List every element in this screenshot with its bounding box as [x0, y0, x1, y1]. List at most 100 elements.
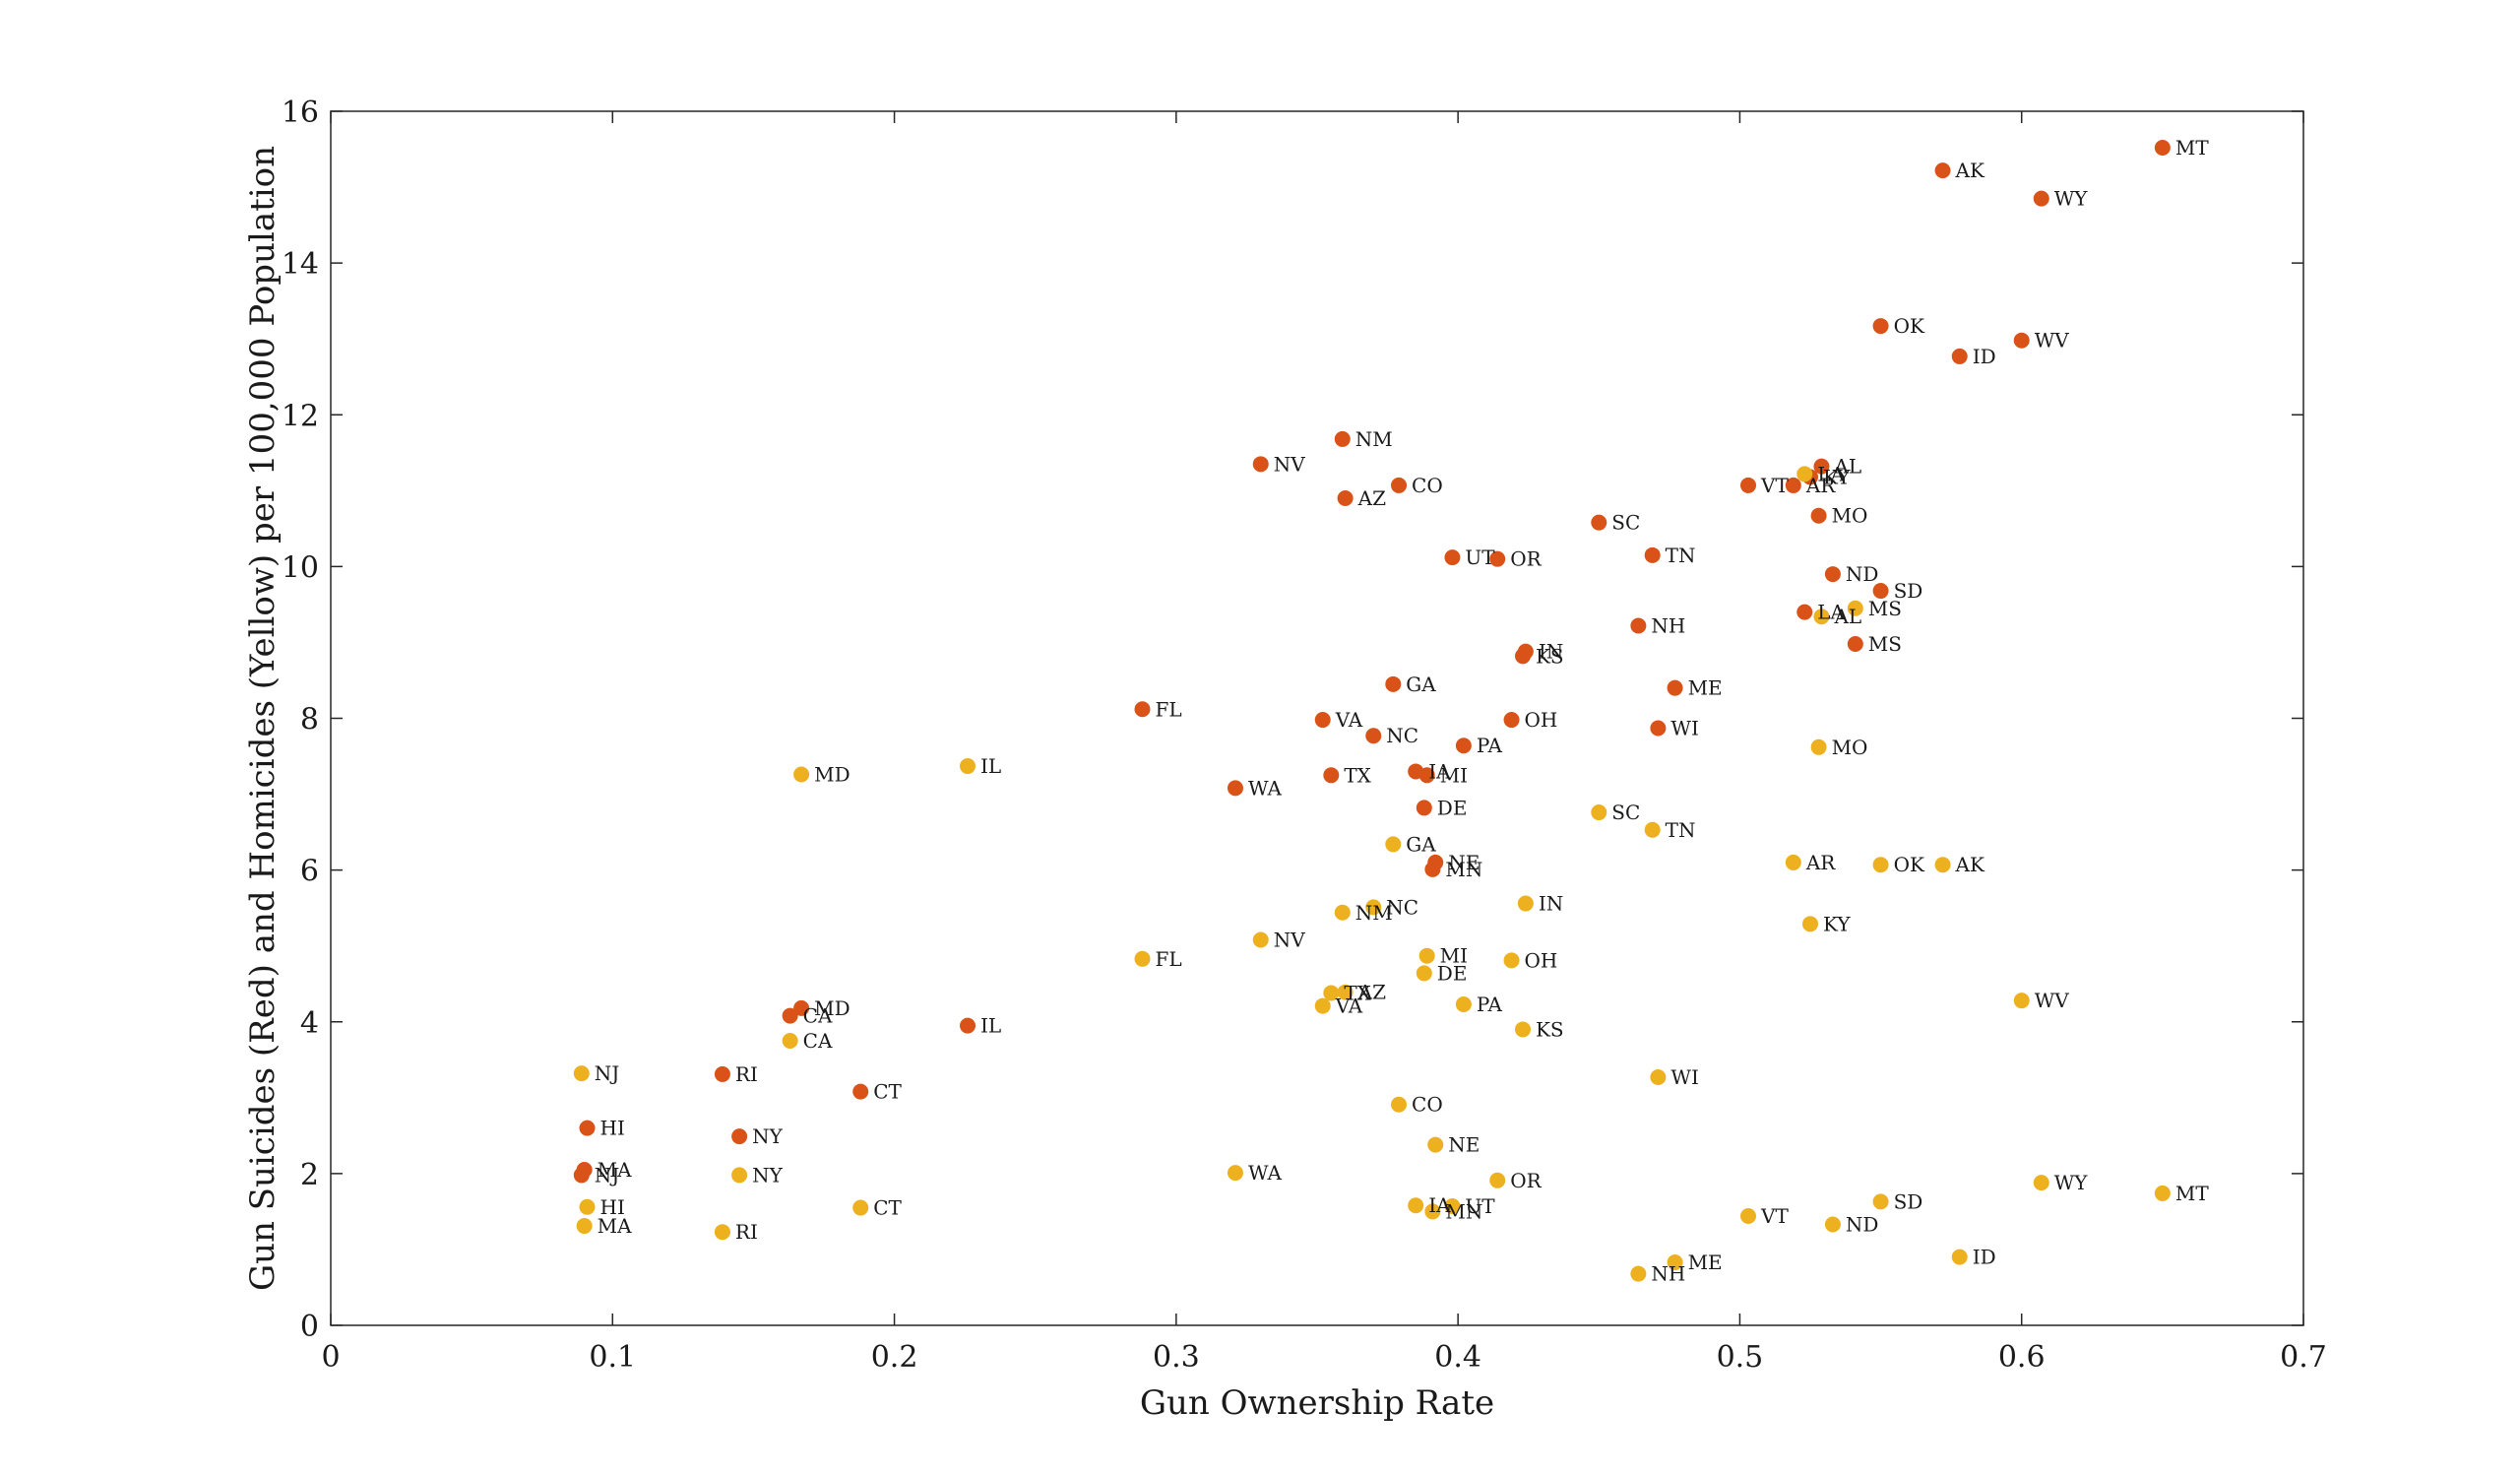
- data-point: [1385, 675, 1402, 692]
- y-tick-label: 14: [282, 247, 319, 282]
- data-label: KS: [1536, 1017, 1564, 1041]
- data-label: WA: [1248, 776, 1283, 800]
- data-point: [2033, 190, 2049, 207]
- data-label: SD: [1894, 579, 1923, 603]
- data-label: NH: [1651, 613, 1685, 637]
- data-label: IL: [980, 754, 1001, 778]
- data-label: KY: [1823, 465, 1851, 488]
- data-point: [1785, 854, 1801, 870]
- data-label: AZ: [1357, 981, 1386, 1004]
- x-tick-label: 0.5: [1717, 1340, 1764, 1375]
- data-point: [1802, 916, 1818, 932]
- data-point: [1416, 965, 1432, 982]
- data-label: RI: [735, 1062, 758, 1086]
- data-point: [852, 1199, 869, 1216]
- data-point: [1650, 720, 1667, 737]
- data-point: [2013, 332, 2030, 349]
- data-point: [1391, 1096, 1408, 1113]
- data-label: MT: [2175, 136, 2209, 160]
- data-point: [579, 1120, 596, 1136]
- data-points: [573, 139, 2171, 1282]
- y-axis-title: Gun Suicides (Red) and Homicides (Yellow…: [243, 146, 283, 1291]
- data-label: PA: [1477, 734, 1503, 757]
- data-label: NH: [1651, 1262, 1685, 1286]
- data-label: SC: [1611, 511, 1640, 535]
- data-point: [1951, 1249, 1968, 1265]
- data-point: [1796, 604, 1813, 620]
- data-point: [1785, 477, 1801, 493]
- data-label: HI: [600, 1117, 625, 1140]
- data-label: DE: [1437, 961, 1468, 985]
- data-point: [1391, 477, 1408, 493]
- data-label: AL: [1833, 605, 1861, 628]
- data-label: KY: [1823, 912, 1851, 935]
- data-label: OH: [1525, 948, 1558, 972]
- data-label: MA: [598, 1214, 632, 1238]
- x-tick-label: 0.6: [1998, 1340, 2046, 1375]
- data-label: NY: [752, 1163, 784, 1186]
- data-point: [1630, 1265, 1647, 1282]
- y-tick-label: 12: [282, 399, 319, 433]
- data-label: NM: [1355, 901, 1393, 925]
- data-label: NE: [1448, 1133, 1480, 1157]
- data-point: [1227, 780, 1243, 797]
- y-tick-label: 16: [282, 96, 319, 130]
- data-point: [1872, 1193, 1889, 1210]
- data-point: [1810, 507, 1827, 524]
- data-label: HI: [600, 1195, 625, 1219]
- data-point: [1323, 767, 1340, 784]
- data-label: AR: [1805, 474, 1836, 497]
- data-label: CO: [1412, 474, 1443, 497]
- data-label: AR: [1805, 851, 1836, 874]
- data-point: [731, 1167, 748, 1184]
- data-label: VA: [1335, 708, 1363, 732]
- data-point: [782, 1033, 798, 1050]
- data-point: [1134, 950, 1151, 967]
- data-point: [1503, 712, 1520, 729]
- data-label: AZ: [1357, 486, 1386, 510]
- data-point: [1334, 430, 1351, 447]
- data-label: OK: [1894, 853, 1925, 876]
- data-point: [1385, 836, 1402, 853]
- data-point: [1517, 895, 1534, 912]
- data-point: [2154, 1185, 2171, 1201]
- data-point: [1667, 1254, 1683, 1271]
- data-label: VA: [1335, 994, 1363, 1018]
- data-point: [1667, 679, 1683, 696]
- data-label: CA: [803, 1004, 833, 1028]
- data-point: [1514, 1021, 1531, 1038]
- y-tick-label: 6: [300, 855, 319, 889]
- data-label: SD: [1894, 1189, 1923, 1213]
- data-point: [1824, 566, 1841, 583]
- data-point: [1252, 931, 1269, 948]
- data-label: CT: [873, 1080, 902, 1104]
- data-label: GA: [1406, 673, 1436, 696]
- data-point: [1813, 458, 1830, 475]
- data-label: CT: [873, 1196, 902, 1220]
- data-point: [1644, 546, 1661, 563]
- data-label: WY: [2054, 187, 2089, 211]
- x-tick-label: 0.3: [1153, 1340, 1200, 1375]
- data-point: [1227, 1165, 1243, 1182]
- data-point: [1514, 648, 1531, 665]
- data-point: [1314, 712, 1331, 729]
- data-point: [1591, 514, 1607, 531]
- data-point: [1444, 549, 1461, 566]
- data-point: [1847, 635, 1863, 652]
- data-point: [1644, 821, 1661, 838]
- data-label: AK: [1955, 159, 1985, 182]
- data-label: GA: [1406, 832, 1436, 856]
- data-label: NJ: [595, 1061, 620, 1085]
- data-point: [1813, 609, 1830, 625]
- data-label: IA: [1428, 759, 1451, 783]
- data-label: MN: [1445, 1199, 1482, 1223]
- data-point: [573, 1065, 590, 1082]
- data-point: [1337, 490, 1354, 507]
- data-point: [1444, 1198, 1461, 1215]
- data-label: NC: [1386, 724, 1418, 747]
- x-axis-title: Gun Ownership Rate: [1140, 1383, 1494, 1423]
- data-label: TX: [1344, 763, 1371, 787]
- data-point: [714, 1065, 730, 1082]
